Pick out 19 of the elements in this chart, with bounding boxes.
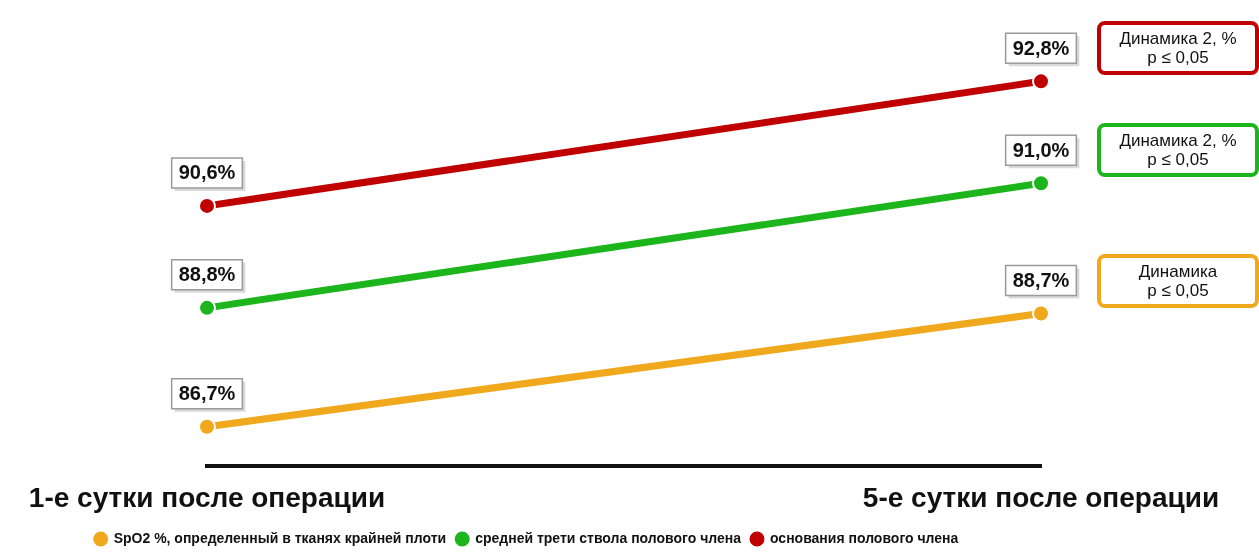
data-label: 91,0%: [1012, 138, 1070, 161]
legend-label: SpO2 %, определенный в тканях крайней плоти: [113, 529, 447, 546]
legend-label: средней трети ствола полового члена: [475, 529, 742, 546]
point: [198, 417, 216, 436]
data-label: 86,7%: [178, 382, 236, 405]
legend-label: основания полового члена: [769, 529, 959, 546]
point: [1032, 174, 1050, 193]
annotation: Динамика p ≤ 0,05: [1097, 253, 1259, 308]
data-label: 92,8%: [1012, 36, 1070, 59]
text: Динамика 2, % p ≤ 0,05: [1097, 21, 1259, 76]
x-tick-label: 1-е сутки после операции: [28, 481, 386, 513]
annotation: Динамика 2, % p ≤ 0,05: [1097, 123, 1259, 178]
data-label: 88,8%: [178, 263, 236, 286]
data-label: 88,7%: [1012, 269, 1070, 292]
point: [1032, 72, 1050, 91]
data-label: 90,6%: [178, 161, 236, 184]
point: [198, 298, 216, 317]
x-tick-label: 5-е сутки после операции: [862, 481, 1220, 513]
point: [1032, 304, 1050, 323]
